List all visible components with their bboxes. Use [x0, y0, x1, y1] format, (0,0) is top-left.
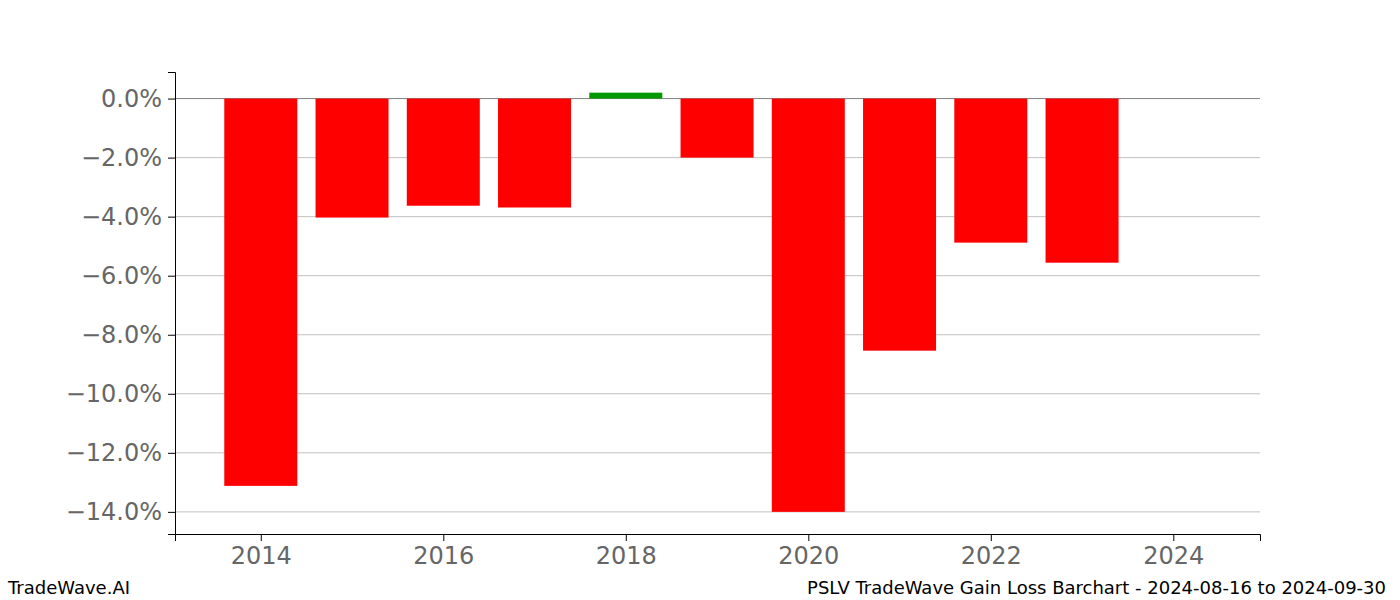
x-tick-mark	[991, 534, 992, 541]
x-tick-mark	[261, 534, 262, 541]
x-tick-mark	[443, 534, 444, 541]
x-tick: 2022	[961, 534, 1022, 570]
x-tick-label: 2014	[231, 542, 292, 570]
x-tick-mark	[1173, 534, 1174, 541]
x-tick-label: 2020	[778, 542, 839, 570]
y-tick-mark	[168, 158, 175, 159]
x-tick-mark	[626, 534, 627, 541]
grid-line	[175, 452, 1260, 453]
x-tick-label: 2024	[1143, 542, 1204, 570]
y-tick-label: −6.0%	[81, 262, 162, 290]
x-tick-label: 2022	[961, 542, 1022, 570]
x-tick-label: 2016	[413, 542, 474, 570]
bar	[224, 99, 297, 486]
bars	[224, 93, 1118, 512]
y-tick-label: 0.0%	[101, 85, 162, 113]
x-axis-line	[176, 535, 1261, 542]
bar	[316, 99, 389, 218]
bar	[589, 93, 662, 99]
chart: 0.0% −2.0% −4.0% −6.0% −8.0% −10.0% −12.0% −14.…	[0, 0, 1400, 600]
y-tick-label: −10.0%	[66, 380, 162, 408]
bar	[863, 99, 936, 351]
y-tick-label: −14.0%	[66, 498, 162, 526]
grid-line	[175, 334, 1260, 335]
y-tick-label: −4.0%	[81, 203, 162, 231]
y-tick-label: −2.0%	[81, 144, 162, 172]
grid-line	[175, 393, 1260, 394]
y-tick-mark	[168, 335, 175, 336]
x-tick-label: 2018	[596, 542, 657, 570]
y-tick-mark	[168, 276, 175, 277]
y-tick-label: −12.0%	[66, 439, 162, 467]
x-tick: 2016	[413, 534, 474, 570]
y-tick-mark	[168, 217, 175, 218]
y-tick: −14.0%	[66, 498, 175, 526]
y-tick: −12.0%	[66, 439, 175, 467]
bar	[498, 99, 571, 208]
grid-line	[175, 511, 1260, 512]
y-tick: −2.0%	[81, 144, 175, 172]
x-tick-mark	[808, 534, 809, 541]
y-tick-mark	[168, 453, 175, 454]
x-tick: 2014	[231, 534, 292, 570]
title: PSLV TradeWave Gain Loss Barchart - 2024…	[807, 577, 1386, 598]
source: TradeWave.AI	[7, 577, 130, 598]
bar	[681, 99, 754, 158]
x-tick: 2018	[596, 534, 657, 570]
x-axis: 2014 2016 2018 2020 2022 2024	[176, 534, 1261, 570]
y-tick: −6.0%	[81, 262, 175, 290]
bar	[1046, 99, 1119, 263]
y-tick: −4.0%	[81, 203, 175, 231]
y-tick-mark	[168, 394, 175, 395]
y-axis-line	[168, 73, 176, 535]
bar	[407, 99, 480, 206]
grid-line	[175, 275, 1260, 276]
bar	[772, 99, 845, 512]
y-tick: −8.0%	[81, 321, 175, 349]
y-tick-mark	[168, 512, 175, 513]
x-tick: 2024	[1143, 534, 1204, 570]
y-tick-mark	[168, 99, 175, 100]
y-axis: 0.0% −2.0% −4.0% −6.0% −8.0% −10.0% −12.0% −14.…	[66, 73, 176, 535]
x-tick: 2020	[778, 534, 839, 570]
plot-area: 0.0% −2.0% −4.0% −6.0% −8.0% −10.0% −12.0% −14.…	[66, 73, 1261, 571]
y-tick: 0.0%	[101, 85, 175, 113]
grid	[175, 99, 1260, 512]
y-tick-label: −8.0%	[81, 321, 162, 349]
bar	[954, 99, 1027, 243]
y-tick: −10.0%	[66, 380, 175, 408]
